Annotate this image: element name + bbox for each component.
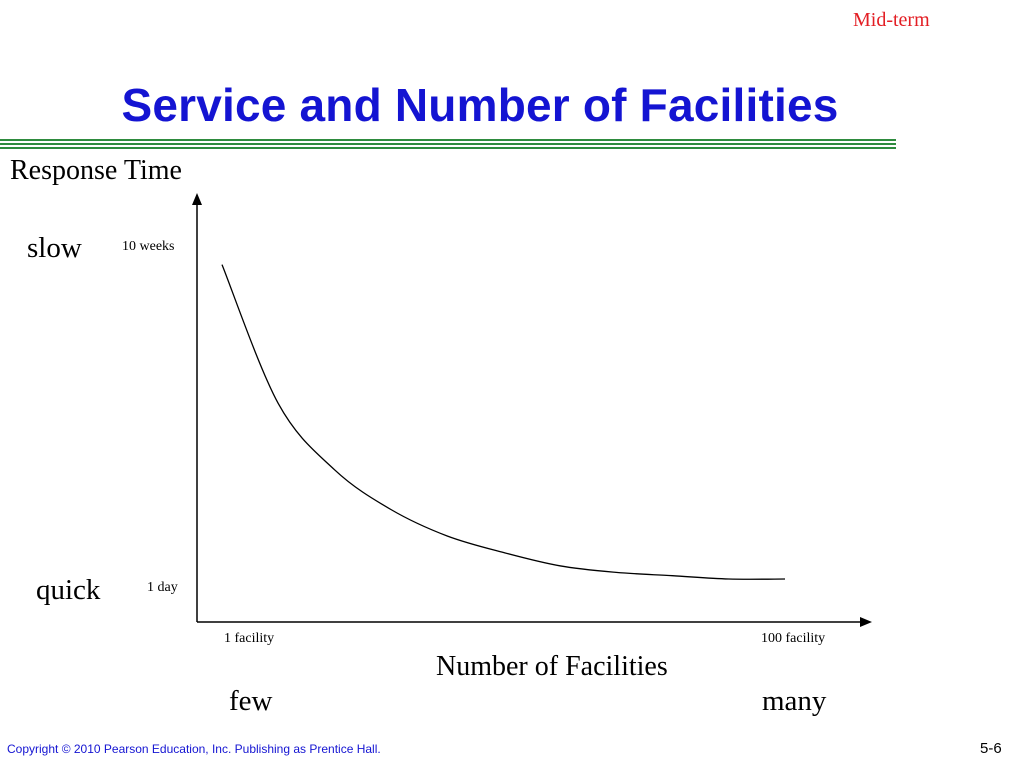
response-curve [221,264,786,580]
y-label-quick: quick [36,574,101,606]
x-axis-arrow [860,617,872,627]
y-label-slow: slow [27,232,82,264]
title-rule-2 [0,143,896,145]
title-rule-1 [0,139,896,141]
x-tick-100-facility: 100 facility [761,631,826,646]
y-tick-1-day: 1 day [147,580,178,595]
page-number: 5-6 [980,740,1002,757]
y-axis-arrow [192,193,202,205]
mid-term-tag: Mid-term [853,9,930,31]
x-label-many: many [762,685,827,717]
x-tick-1-facility: 1 facility [224,631,275,646]
x-axis-label: Number of Facilities [436,651,668,682]
title-rule-3 [0,147,896,149]
y-axis-label: Response Time [10,155,182,186]
x-label-few: few [229,685,273,717]
y-tick-10-weeks: 10 weeks [122,239,175,254]
slide-title: Service and Number of Facilities [121,79,839,131]
copyright-footer: Copyright © 2010 Pearson Education, Inc.… [7,742,381,756]
